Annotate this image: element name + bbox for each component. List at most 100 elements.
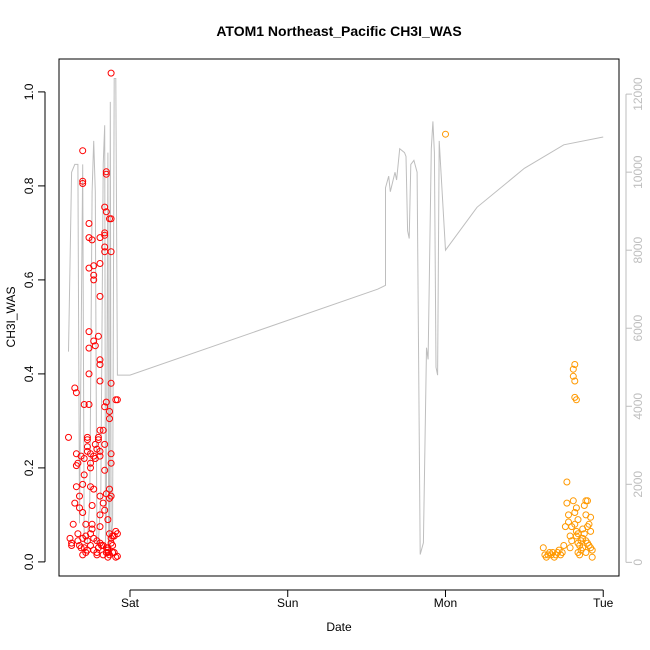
data-point-series-2: [580, 502, 588, 509]
data-point-series-1: [71, 384, 79, 392]
data-point-series-1: [101, 203, 109, 211]
data-point-series-1: [107, 450, 115, 458]
right-y-tick-label: 8000: [631, 237, 645, 264]
data-point-series-1: [96, 377, 104, 385]
data-point-series-1: [107, 492, 115, 500]
data-point-series-2: [569, 372, 577, 380]
data-point-series-1: [83, 433, 91, 441]
data-point-series-1: [96, 292, 104, 300]
data-point-series-1: [87, 530, 94, 538]
data-point-series-2: [574, 516, 582, 524]
data-point-series-1: [101, 466, 109, 474]
data-point-series-2: [563, 478, 571, 486]
data-point-series-1: [96, 523, 104, 531]
data-point-series-2: [580, 530, 588, 538]
points-layer: [65, 69, 596, 561]
data-point-series-1: [94, 332, 102, 340]
data-point-series-1: [74, 459, 82, 467]
data-point-series-1: [99, 426, 107, 434]
data-point-series-1: [101, 243, 109, 251]
right-y-tick-label: 6000: [631, 315, 645, 342]
data-point-series-1: [88, 520, 96, 528]
altitude-line: [68, 78, 604, 555]
data-point-series-1: [94, 436, 102, 444]
data-point-series-2: [584, 497, 591, 505]
data-point-series-1: [79, 480, 87, 488]
data-point-series-2: [568, 537, 576, 545]
right-y-tick-label: 2000: [631, 471, 645, 498]
data-point-series-2: [569, 365, 577, 373]
data-point-series-1: [93, 549, 101, 556]
y-tick-label: 0.4: [22, 365, 36, 382]
data-point-series-2: [560, 542, 568, 549]
data-point-series-2: [587, 527, 595, 535]
data-point-series-1: [85, 344, 93, 352]
data-point-series-1: [69, 520, 77, 528]
x-tick-label: Sat: [121, 596, 140, 610]
altitude-line-layer: [68, 78, 604, 555]
data-point-series-1: [87, 542, 94, 549]
data-point-series-1: [96, 361, 104, 368]
data-point-series-1: [96, 426, 104, 434]
data-point-series-1: [113, 530, 121, 538]
data-point-series-1: [113, 396, 121, 404]
data-point-series-1: [102, 208, 110, 216]
data-point-series-1: [90, 262, 98, 270]
data-point-series-1: [102, 398, 110, 406]
data-point-series-2: [588, 546, 596, 554]
y-axis: 0.0 0.2 0.4 0.6 0.8 1.0: [22, 83, 46, 570]
data-point-series-2: [558, 549, 566, 556]
data-point-series-2: [571, 377, 579, 385]
data-point-series-1: [113, 552, 121, 560]
data-point-series-1: [101, 506, 109, 514]
data-point-series-1: [102, 168, 110, 176]
data-point-series-1: [80, 401, 88, 408]
data-point-series-1: [72, 389, 80, 397]
data-point-series-2: [565, 511, 572, 519]
data-point-series-1: [68, 542, 76, 549]
chart-title: ATOM1 Northeast_Pacific CH3I_WAS: [216, 23, 461, 39]
data-point-series-1: [79, 147, 87, 155]
data-point-series-1: [72, 483, 80, 491]
data-point-series-1: [96, 447, 104, 455]
x-tick-label: Sun: [277, 596, 298, 610]
data-point-series-1: [106, 415, 113, 423]
data-point-series-2: [539, 544, 547, 552]
right-y-tick-label: 10000: [631, 155, 645, 189]
data-point-series-2: [572, 396, 580, 404]
data-point-series-1: [87, 464, 94, 472]
y-tick-label: 1.0: [22, 83, 36, 100]
data-point-series-2: [563, 499, 571, 507]
data-point-series-1: [83, 443, 91, 451]
data-point-series-1: [88, 525, 96, 533]
data-point-series-1: [76, 504, 83, 512]
data-point-series-2: [588, 553, 596, 561]
data-point-series-1: [106, 485, 113, 493]
x-tick-label: Mon: [434, 596, 457, 610]
y-tick-label: 0.2: [22, 459, 36, 476]
data-point-series-1: [104, 516, 112, 524]
data-point-series-1: [65, 433, 72, 441]
data-point-series-1: [66, 534, 74, 542]
data-point-series-1: [85, 220, 93, 227]
data-point-series-1: [96, 260, 104, 267]
data-point-series-1: [68, 539, 76, 547]
data-point-series-1: [107, 459, 115, 467]
x-axis: Sat Sun Mon Tue: [121, 589, 614, 610]
y-tick-label: 0.0: [22, 553, 36, 570]
data-point-series-1: [74, 530, 82, 538]
plot-frame: [58, 58, 620, 577]
data-point-series-2: [585, 520, 593, 528]
y-tick-label: 0.8: [22, 177, 36, 194]
data-point-series-1: [88, 236, 96, 244]
data-point-series-1: [79, 509, 87, 516]
data-point-series-1: [96, 511, 104, 519]
data-point-series-1: [107, 69, 115, 77]
data-point-series-1: [101, 231, 109, 239]
data-point-series-1: [85, 328, 93, 336]
y-axis-label: CH3I_WAS: [4, 287, 18, 348]
data-point-series-1: [107, 379, 115, 387]
data-point-series-1: [87, 459, 94, 467]
data-point-series-1: [107, 248, 115, 256]
right-y-tick-label: 4000: [631, 393, 645, 420]
